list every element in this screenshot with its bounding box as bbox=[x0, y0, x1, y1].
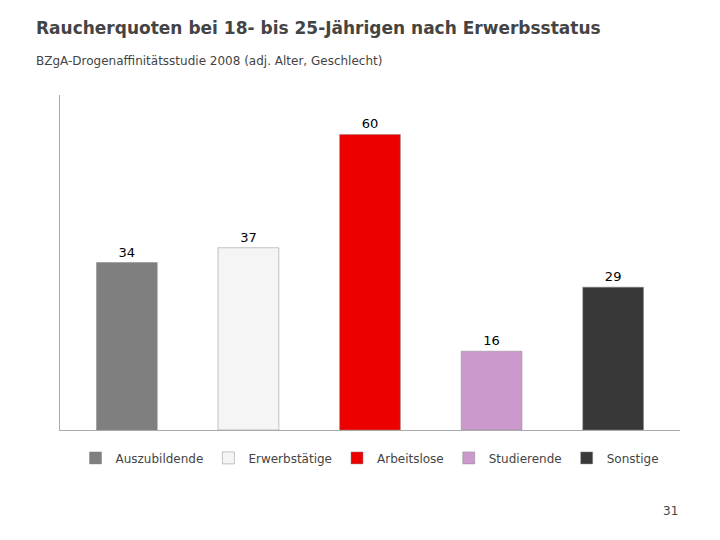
svg-text:31: 31 bbox=[663, 504, 678, 518]
svg-text:34: 34 bbox=[119, 245, 136, 260]
svg-text:Raucherquoten bei 18- bis 25-J: Raucherquoten bei 18- bis 25-Jährigen na… bbox=[36, 18, 601, 38]
svg-text:Arbeitslose: Arbeitslose bbox=[377, 452, 444, 466]
svg-text:Auszubildende: Auszubildende bbox=[116, 452, 204, 466]
svg-text:37: 37 bbox=[240, 230, 257, 245]
svg-text:Studierende: Studierende bbox=[489, 452, 562, 466]
svg-text:60: 60 bbox=[362, 116, 379, 131]
svg-text:Erwerbstätige: Erwerbstätige bbox=[248, 452, 332, 466]
svg-text:16: 16 bbox=[483, 333, 500, 348]
svg-text:29: 29 bbox=[605, 269, 622, 284]
svg-text:Sonstige: Sonstige bbox=[607, 452, 659, 466]
svg-text:BZgA-Drogenaffinitätsstudie 20: BZgA-Drogenaffinitätsstudie 2008 (adj. A… bbox=[36, 54, 382, 68]
